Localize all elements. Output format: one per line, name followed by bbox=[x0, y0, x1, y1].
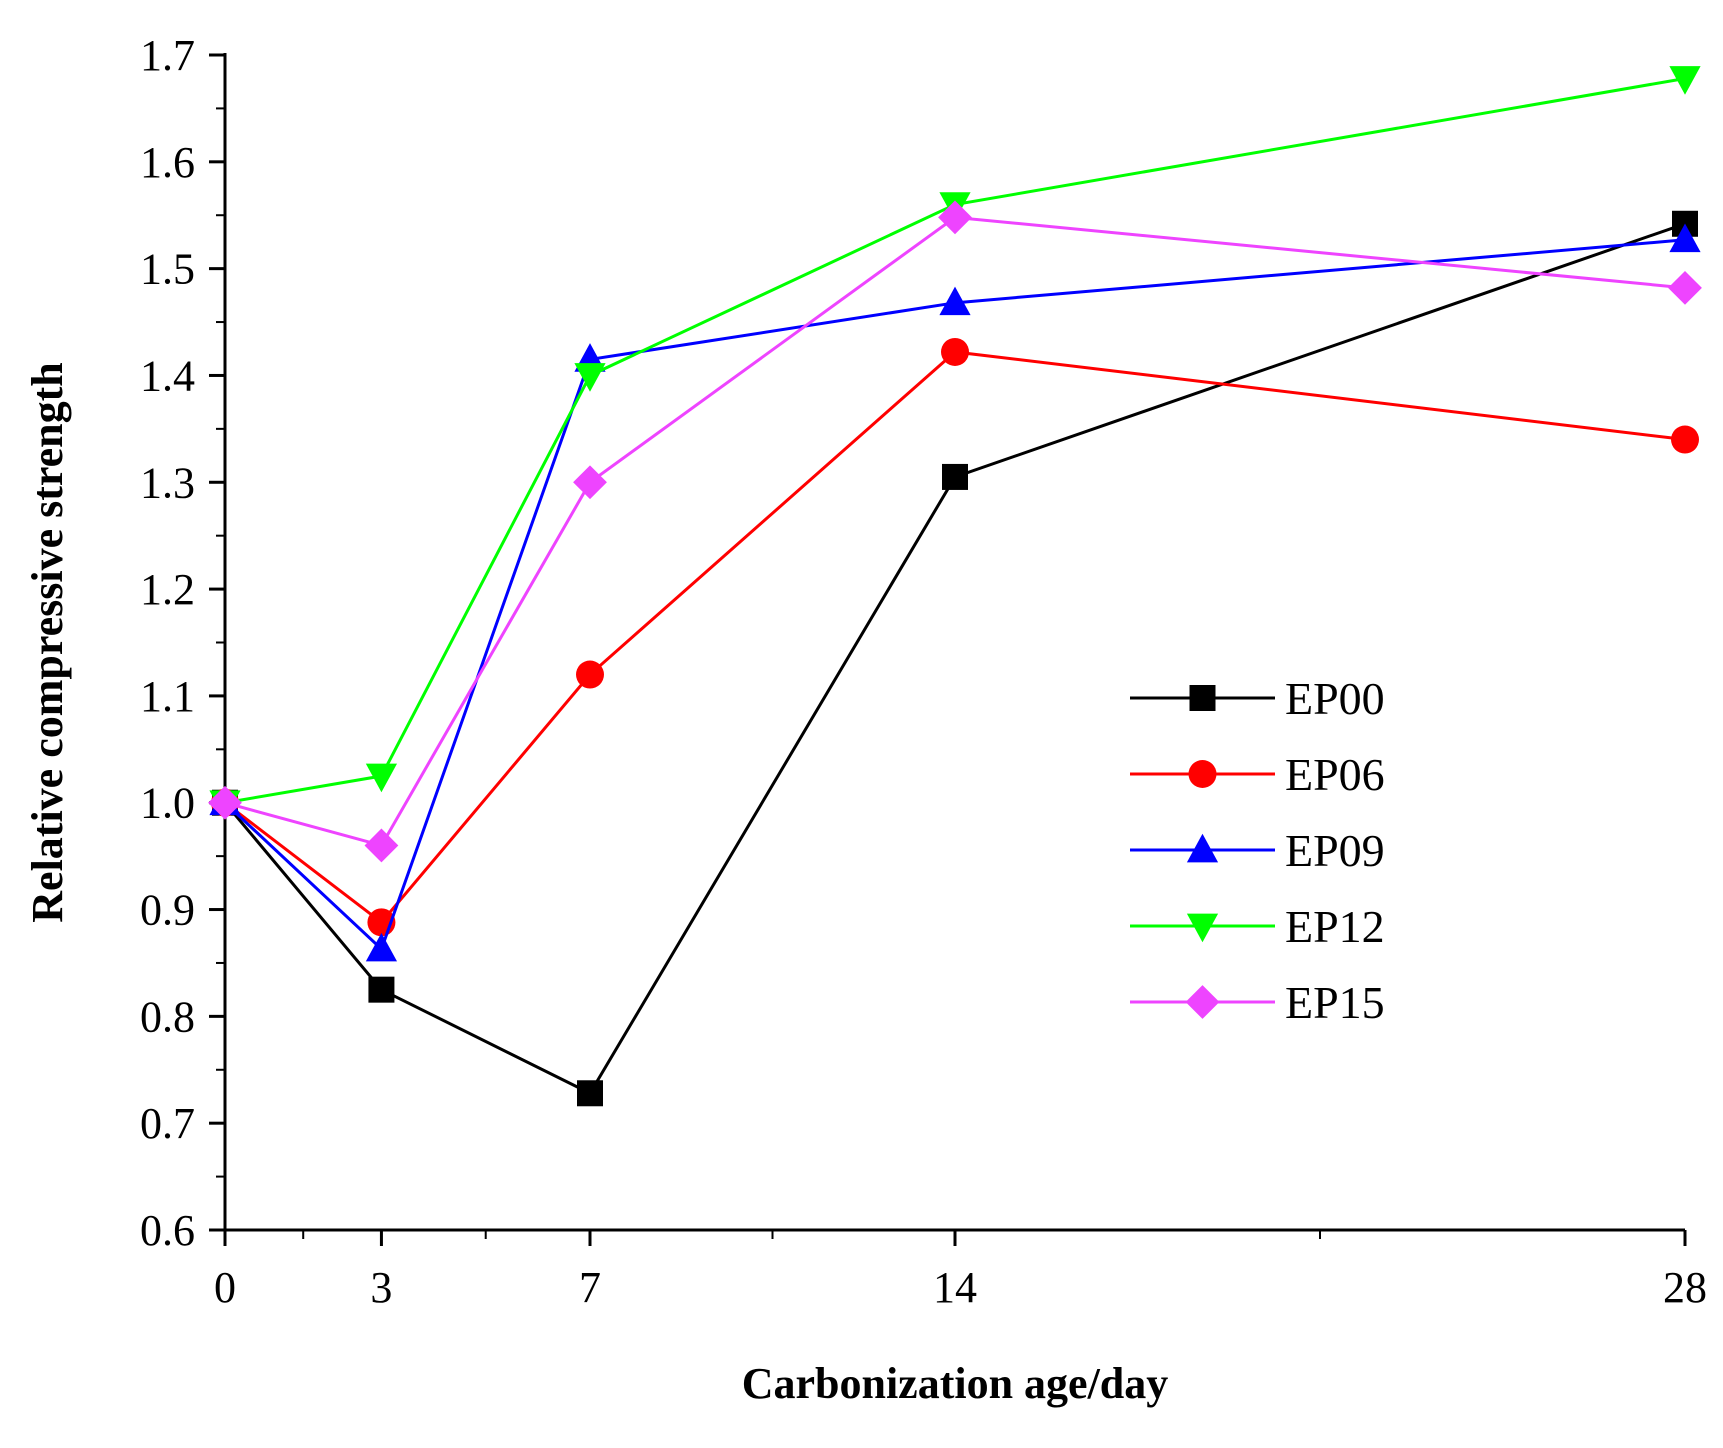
data-point-ep00 bbox=[577, 1080, 603, 1107]
y-tick-label: 1.1 bbox=[140, 672, 195, 721]
legend-label-ep06: EP06 bbox=[1285, 749, 1385, 800]
legend-label-ep15: EP15 bbox=[1285, 977, 1385, 1028]
series-ep06 bbox=[211, 337, 1699, 937]
legend-item-ep15: EP15 bbox=[1130, 977, 1385, 1028]
legend-marker-ep12 bbox=[1186, 913, 1219, 943]
data-point-ep12 bbox=[574, 363, 606, 392]
series-ep09 bbox=[209, 223, 1701, 962]
y-tick-label: 1.6 bbox=[140, 138, 195, 187]
y-tick-label: 0.7 bbox=[140, 1099, 195, 1148]
y-tick-label: 1.4 bbox=[140, 351, 195, 400]
series-ep15 bbox=[208, 200, 1702, 863]
legend-marker-ep00 bbox=[1189, 685, 1216, 711]
y-tick-label: 1.2 bbox=[140, 565, 195, 614]
y-tick-label: 0.6 bbox=[140, 1206, 195, 1255]
legend-item-ep09: EP09 bbox=[1130, 825, 1385, 876]
legend-item-ep12: EP12 bbox=[1130, 901, 1385, 952]
series-ep12 bbox=[209, 66, 1701, 819]
x-tick-label: 14 bbox=[933, 1263, 977, 1312]
data-point-ep15 bbox=[208, 785, 242, 820]
data-point-ep12 bbox=[1669, 66, 1701, 95]
series-line-ep12 bbox=[224, 77, 1686, 805]
data-point-ep12 bbox=[365, 763, 398, 793]
data-point-ep09 bbox=[1669, 223, 1701, 253]
x-tick-label: 0 bbox=[214, 1263, 236, 1312]
data-point-ep06 bbox=[1671, 425, 1699, 454]
axes: 0.6 0.7 0.8 0.9 1.0 1.1 1.2 1.3 1.4 1.5 1.6 1.7 0 3 7 1… bbox=[140, 31, 1707, 1312]
data-point-ep15 bbox=[573, 465, 607, 500]
data-point-ep15 bbox=[1668, 270, 1702, 305]
series-line-ep06 bbox=[224, 350, 1686, 925]
legend-marker-ep15 bbox=[1185, 985, 1220, 1019]
legend-item-ep00: EP00 bbox=[1130, 673, 1385, 724]
x-tick-label: 28 bbox=[1663, 1263, 1707, 1312]
legend-label-ep12: EP12 bbox=[1285, 901, 1385, 952]
legend-marker-ep09 bbox=[1186, 833, 1219, 863]
series-layer bbox=[208, 66, 1702, 1107]
legend-marker-ep06 bbox=[1188, 760, 1217, 788]
y-tick-label: 1.5 bbox=[140, 245, 195, 294]
data-point-ep15 bbox=[364, 828, 399, 863]
y-axis-title: Relative compressive strength bbox=[23, 362, 72, 922]
legend-item-ep06: EP06 bbox=[1130, 749, 1385, 800]
data-point-ep06 bbox=[941, 337, 969, 366]
y-tick-label: 1.0 bbox=[140, 779, 195, 828]
legend-label-ep09: EP09 bbox=[1285, 825, 1385, 876]
y-tick-label: 0.9 bbox=[140, 886, 195, 935]
data-point-ep00 bbox=[942, 463, 968, 490]
data-point-ep09 bbox=[939, 286, 971, 316]
data-point-ep15 bbox=[938, 200, 972, 235]
data-point-ep09 bbox=[365, 932, 398, 962]
y-tick-label: 1.3 bbox=[140, 458, 195, 507]
legend: EP00 EP06 EP09 EP12 EP15 bbox=[1130, 673, 1385, 1028]
y-tick-label: 0.8 bbox=[140, 992, 195, 1041]
x-axis-title: Carbonization age/day bbox=[742, 1359, 1169, 1408]
data-point-ep06 bbox=[576, 660, 604, 689]
data-point-ep00 bbox=[368, 976, 395, 1003]
legend-label-ep00: EP00 bbox=[1285, 673, 1385, 724]
y-tick-label: 1.7 bbox=[140, 31, 195, 80]
x-tick-label: 7 bbox=[579, 1263, 601, 1312]
x-tick-label: 3 bbox=[370, 1263, 392, 1312]
